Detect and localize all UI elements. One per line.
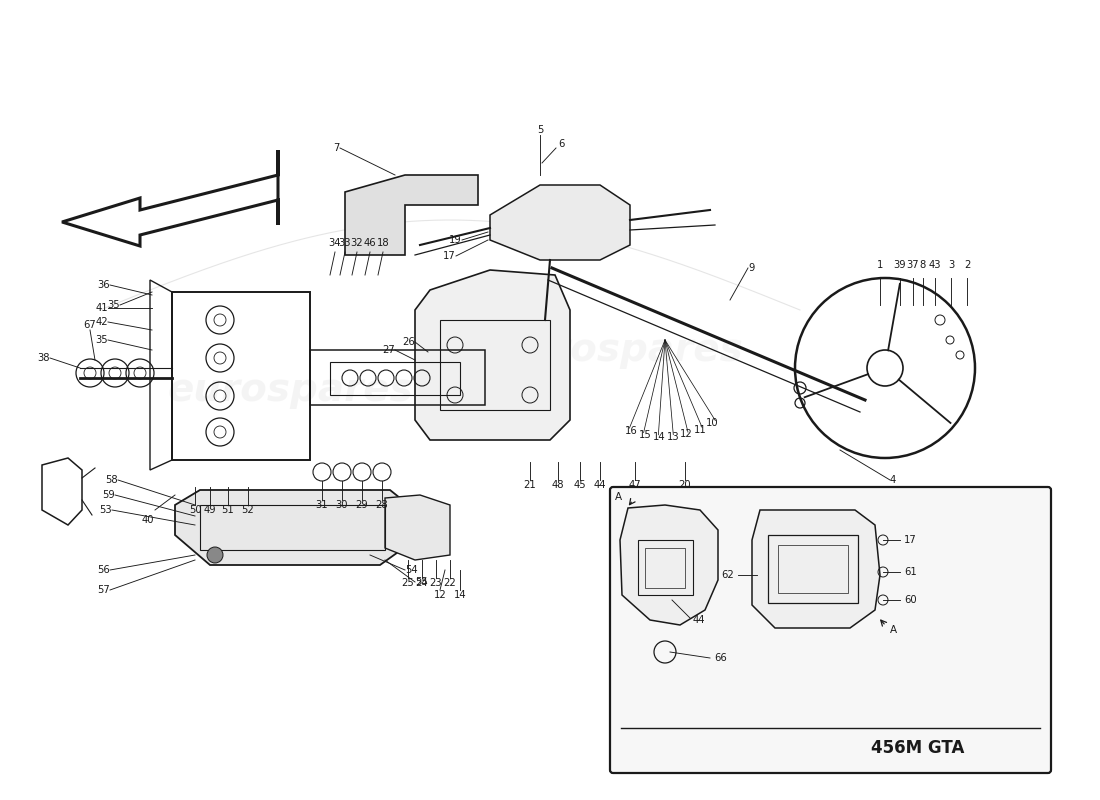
Text: 11: 11 (693, 425, 706, 435)
Text: 3: 3 (948, 260, 954, 270)
Text: 43: 43 (928, 260, 942, 270)
Text: 44: 44 (693, 615, 705, 625)
Text: 7: 7 (333, 143, 340, 153)
Text: eurospares: eurospares (167, 371, 412, 409)
Text: 17: 17 (904, 535, 916, 545)
Text: 23: 23 (430, 578, 442, 588)
Circle shape (207, 547, 223, 563)
Text: 61: 61 (904, 567, 916, 577)
Text: A: A (615, 492, 622, 502)
Bar (778, 545, 848, 593)
Text: 60: 60 (904, 595, 916, 605)
Text: eurospares: eurospares (701, 568, 859, 592)
Text: 40: 40 (142, 515, 154, 525)
Text: 10: 10 (706, 418, 718, 429)
Text: 50: 50 (189, 505, 201, 515)
Text: 32: 32 (351, 238, 363, 248)
Text: 35: 35 (108, 300, 120, 310)
Text: 13: 13 (667, 432, 679, 442)
Text: 18: 18 (376, 238, 389, 248)
Polygon shape (345, 175, 478, 255)
Text: 16: 16 (625, 426, 638, 435)
Text: 59: 59 (102, 490, 116, 500)
Text: 25: 25 (402, 578, 415, 588)
Text: A: A (890, 625, 898, 635)
Text: 30: 30 (336, 500, 349, 510)
Text: 6: 6 (558, 139, 564, 149)
Bar (440, 320, 550, 410)
Text: 47: 47 (629, 480, 641, 490)
Bar (330, 362, 460, 395)
Text: 57: 57 (97, 585, 110, 595)
Bar (310, 350, 485, 405)
Bar (172, 292, 310, 460)
Text: 41: 41 (96, 303, 108, 313)
Polygon shape (175, 490, 415, 565)
Text: 48: 48 (552, 480, 564, 490)
Text: 37: 37 (906, 260, 920, 270)
Polygon shape (752, 510, 880, 628)
Text: 9: 9 (748, 263, 755, 273)
Text: 26: 26 (403, 337, 415, 347)
Text: 34: 34 (329, 238, 341, 248)
Text: 12: 12 (680, 430, 693, 439)
Text: 17: 17 (443, 251, 456, 261)
Text: 27: 27 (383, 345, 395, 355)
Text: 55: 55 (415, 577, 428, 587)
Text: 62: 62 (722, 570, 734, 580)
Text: 44: 44 (594, 480, 606, 490)
Text: eurospares: eurospares (497, 331, 742, 369)
Text: 15: 15 (639, 430, 651, 440)
Polygon shape (490, 185, 630, 260)
Text: 52: 52 (242, 505, 254, 515)
Bar (645, 548, 685, 588)
Text: 46: 46 (364, 238, 376, 248)
Text: 31: 31 (316, 500, 328, 510)
Text: 5: 5 (537, 125, 543, 135)
Polygon shape (620, 505, 718, 625)
Text: 54: 54 (405, 565, 418, 575)
Text: 20: 20 (679, 480, 691, 490)
Text: 2: 2 (964, 260, 970, 270)
Text: 39: 39 (893, 260, 906, 270)
Text: 51: 51 (221, 505, 234, 515)
Text: 21: 21 (524, 480, 537, 490)
Text: 19: 19 (449, 235, 462, 245)
Text: 42: 42 (96, 317, 108, 327)
Text: 58: 58 (106, 475, 118, 485)
Text: 53: 53 (99, 505, 112, 515)
Text: 1: 1 (877, 260, 883, 270)
Text: 66: 66 (714, 653, 727, 663)
Bar (638, 540, 693, 595)
Text: 8: 8 (920, 260, 926, 270)
Text: 38: 38 (37, 353, 50, 363)
Text: 28: 28 (376, 500, 388, 510)
Text: 36: 36 (98, 280, 110, 290)
Text: 22: 22 (443, 578, 456, 588)
Text: 35: 35 (96, 335, 108, 345)
Text: 14: 14 (652, 432, 666, 442)
Text: 67: 67 (84, 320, 97, 330)
Polygon shape (415, 270, 570, 440)
Text: 45: 45 (574, 480, 586, 490)
Text: eurospares: eurospares (695, 614, 836, 634)
Bar (200, 505, 385, 550)
Text: 12: 12 (433, 590, 447, 600)
FancyBboxPatch shape (610, 487, 1050, 773)
Text: 14: 14 (453, 590, 466, 600)
Text: 4: 4 (890, 475, 896, 485)
Polygon shape (385, 495, 450, 560)
Text: 456M GTA: 456M GTA (871, 739, 965, 757)
Text: 49: 49 (204, 505, 217, 515)
Polygon shape (62, 150, 278, 246)
Text: 29: 29 (355, 500, 368, 510)
Text: 56: 56 (97, 565, 110, 575)
Text: 24: 24 (416, 578, 428, 588)
Bar (768, 535, 858, 603)
Text: 33: 33 (339, 238, 351, 248)
